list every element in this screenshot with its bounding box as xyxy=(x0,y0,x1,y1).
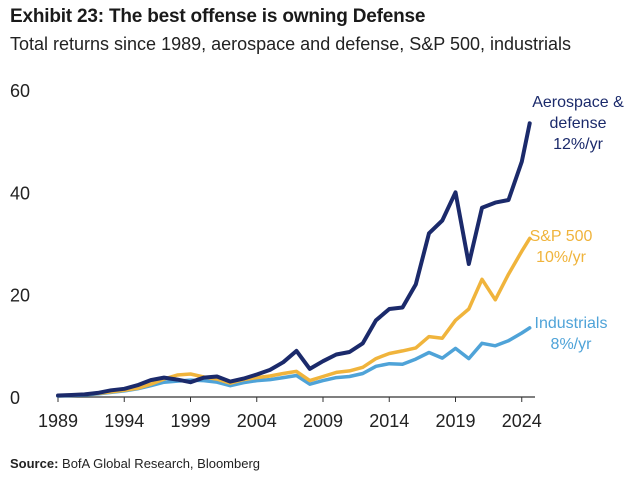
y-tick-label-60: 60 xyxy=(10,81,30,101)
x-tick-label-1989: 1989 xyxy=(38,411,78,431)
x-tick-label-2009: 2009 xyxy=(303,411,343,431)
source-text: BofA Global Research, Bloomberg xyxy=(62,456,261,471)
source-note: Source: BofA Global Research, Bloomberg xyxy=(10,456,260,471)
series-label-s-p-500-line-1: 10%/yr xyxy=(536,249,586,266)
x-tick-label-2024: 2024 xyxy=(502,411,542,431)
y-tick-label-20: 20 xyxy=(10,286,30,306)
x-tick-label-1999: 1999 xyxy=(170,411,210,431)
series-label-aerospace-defense-line-1: defense xyxy=(550,115,607,132)
x-tick-label-2004: 2004 xyxy=(237,411,277,431)
series-label-industrials-line-0: Industrials xyxy=(535,315,608,332)
y-tick-label-0: 0 xyxy=(10,388,20,408)
series-line-aerospace-defense xyxy=(56,121,532,398)
source-label: Source: xyxy=(10,456,59,471)
series-label-industrials-line-1: 8%/yr xyxy=(551,336,593,353)
series-label-s-p-500-line-0: S&P 500 xyxy=(530,228,593,245)
x-tick-label-1994: 1994 xyxy=(104,411,144,431)
chart-subtitle: Total returns since 1989, aerospace and … xyxy=(10,34,572,54)
chart-title: Exhibit 23: The best offense is owning D… xyxy=(10,6,426,27)
series-label-aerospace-defense-line-2: 12%/yr xyxy=(553,136,603,153)
series-label-aerospace-defense-line-0: Aerospace & xyxy=(532,94,624,111)
y-tick-label-40: 40 xyxy=(10,183,30,203)
series-line-s-p-500 xyxy=(56,236,532,398)
x-tick-label-2019: 2019 xyxy=(435,411,475,431)
x-tick-label-2014: 2014 xyxy=(369,411,409,431)
